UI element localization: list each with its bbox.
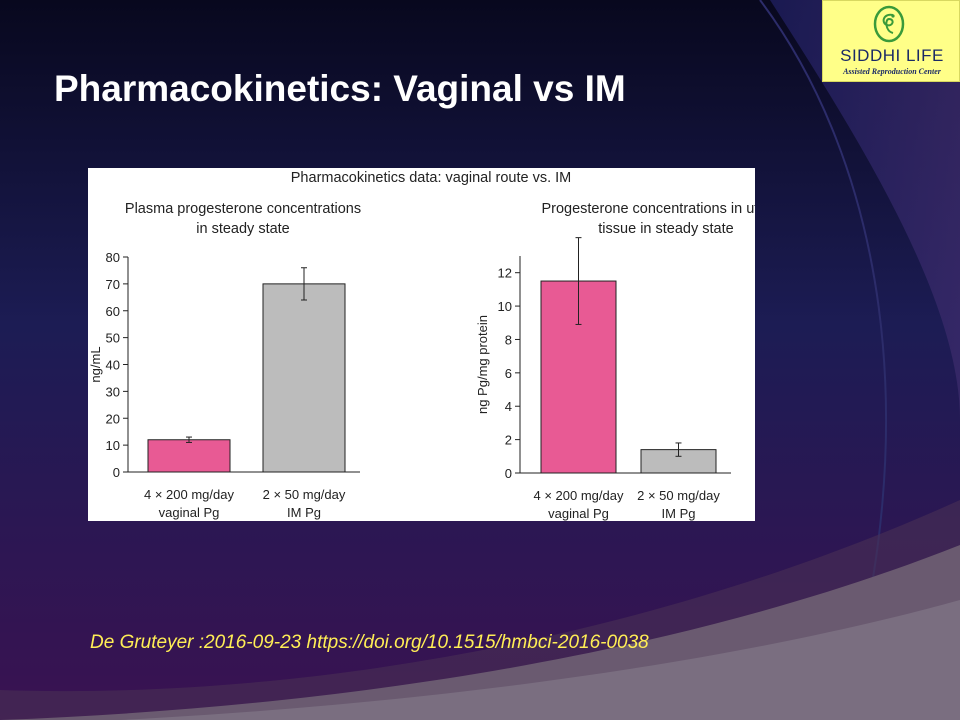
chart-1-category-label: IM Pg <box>287 505 321 520</box>
chart-2-tick-label: 6 <box>505 366 512 381</box>
chart-2-tick-label: 8 <box>505 332 512 347</box>
chart-2-tick-label: 0 <box>505 466 512 481</box>
chart-2-category-label: vaginal Pg <box>548 506 609 521</box>
logo-tagline: Assisted Reproduction Center <box>843 67 941 76</box>
chart-2-category-label: 4 × 200 mg/day <box>534 488 624 503</box>
chart-2-tick-label: 10 <box>498 299 512 314</box>
chart-1-tick-label: 30 <box>106 384 120 399</box>
pharmacokinetics-figure: Pharmacokinetics data: vaginal route vs.… <box>88 168 755 521</box>
chart-1-tick-label: 10 <box>106 438 120 453</box>
chart-1-category-label: 2 × 50 mg/day <box>263 487 346 502</box>
chart-2-y-axis-label: ng Pg/mg protein <box>475 315 490 414</box>
figure-canvas: Pharmacokinetics data: vaginal route vs.… <box>88 170 755 521</box>
slide-title: Pharmacokinetics: Vaginal vs IM <box>54 68 626 109</box>
siddhi-life-logo: SIDDHI LIFE Assisted Reproduction Center <box>822 0 960 82</box>
chart-2-title-line-2: tissue in steady state <box>598 221 733 237</box>
chart-1-tick-label: 70 <box>106 277 120 292</box>
chart-1-tick-label: 60 <box>106 304 120 319</box>
chart-2-title-line-1: Progesterone concentrations in uterine <box>541 201 755 217</box>
figure-heading: Pharmacokinetics data: vaginal route vs.… <box>291 170 571 186</box>
logo-name: SIDDHI LIFE <box>840 46 944 65</box>
chart-1-category-label: 4 × 200 mg/day <box>144 487 234 502</box>
embryo-icon <box>873 5 905 43</box>
chart-1-y-axis-label: ng/mL <box>88 346 103 382</box>
chart-2-tick-label: 2 <box>505 433 512 448</box>
chart-1-title-line-1: Plasma progesterone concentrations <box>125 201 361 217</box>
chart-1-tick-label: 50 <box>106 331 120 346</box>
chart-1-tick-label: 40 <box>106 358 120 373</box>
citation: De Gruteyer :2016-09-23 https://doi.org/… <box>90 632 649 653</box>
chart-1-bar <box>147 439 231 473</box>
chart-1-title-line-2: in steady state <box>196 221 290 237</box>
chart-2-tick-label: 4 <box>505 399 512 414</box>
chart-2-tick-label: 12 <box>498 266 512 281</box>
chart-2-category-label: 2 × 50 mg/day <box>637 488 720 503</box>
chart-1-category-label: vaginal Pg <box>159 505 220 520</box>
chart-1-bar <box>262 283 346 473</box>
chart-1-tick-label: 80 <box>106 250 120 265</box>
chart-1-tick-label: 20 <box>106 411 120 426</box>
chart-1-tick-label: 0 <box>113 465 120 480</box>
chart-2-category-label: IM Pg <box>662 506 696 521</box>
